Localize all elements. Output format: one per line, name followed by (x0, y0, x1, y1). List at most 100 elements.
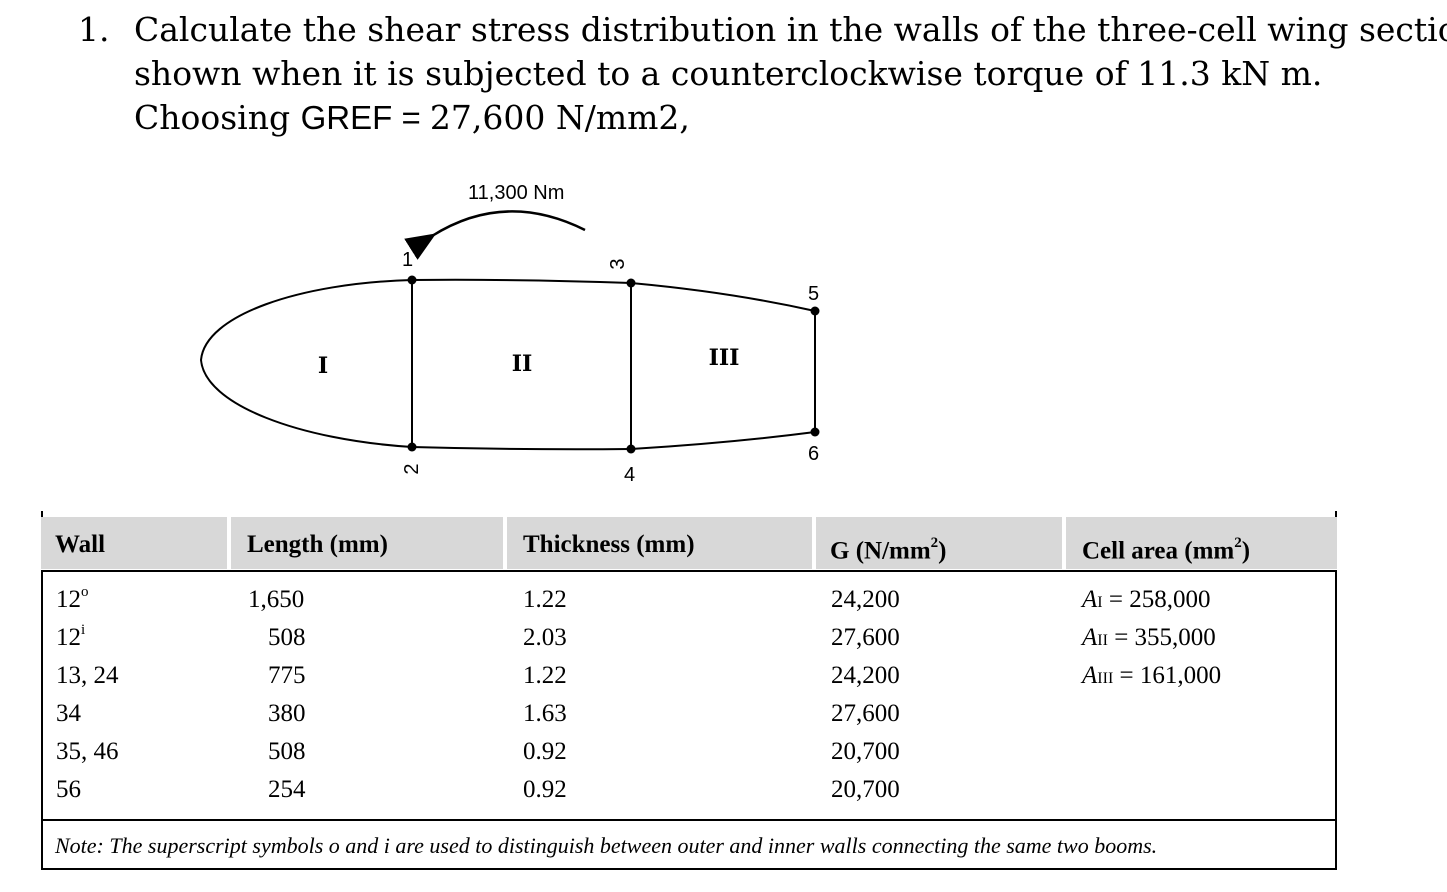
question-line-1: Calculate the shear stress distribution … (134, 10, 1447, 49)
question-line-3-start: Choosing (134, 98, 301, 137)
cell-wall: 56 (56, 771, 81, 809)
area-symbol: A (1082, 662, 1098, 689)
question-line-3: Choosing GREF = 27,600 N/mm2, (134, 96, 1424, 140)
table-row: 56 254 0.92 20,700 (41, 771, 1337, 809)
cell-wall: 34 (56, 695, 81, 733)
question-line-2: shown when it is subjected to a counterc… (134, 54, 1323, 93)
area-subscript: III (1097, 670, 1114, 687)
area-symbol: A (1082, 586, 1098, 613)
note-rule (41, 819, 1337, 821)
cell-label-1: I (318, 353, 328, 379)
question-number: 1. (78, 10, 110, 49)
boom-label-1: 1 (402, 249, 413, 271)
table-left-rule (41, 571, 43, 870)
boom-label-5: 5 (808, 283, 819, 305)
header-g-text: G (N/mm (830, 537, 931, 565)
header-cell-area: Cell area (mm2) (1066, 517, 1337, 569)
area-value: = 258,000 (1108, 586, 1211, 613)
cell-g: 20,700 (831, 776, 900, 803)
cell-length: 775 (268, 662, 306, 689)
area-subscript: II (1097, 632, 1108, 649)
table-row: 34 380 1.63 27,600 (41, 695, 1337, 733)
boom-5 (810, 306, 820, 316)
wall-text: 35, 46 (56, 738, 119, 765)
header-area-text: Cell area (mm (1082, 537, 1235, 565)
boom-label-3: 3 (607, 258, 629, 269)
cell-thickness: 0.92 (523, 738, 567, 765)
table-row: 12i 508 2.03 27,600 AII = 355,000 (41, 619, 1337, 657)
boom-1 (407, 275, 417, 285)
cell-thickness: 1.63 (523, 700, 567, 727)
cell-thickness: 1.22 (523, 586, 567, 613)
table-note: Note: The superscript symbols o and i ar… (55, 833, 1158, 858)
cell-area: AII = 355,000 (1082, 619, 1216, 657)
cell-g: 27,600 (831, 700, 900, 727)
cell-wall: 12i (56, 619, 85, 657)
torque-arrow (404, 210, 586, 260)
wall-text: 56 (56, 776, 81, 803)
cell-length: 254 (268, 776, 306, 803)
wall-properties-table: Wall Length (mm) Thickness (mm) G (N/mm2… (41, 511, 1337, 870)
boom-label-4: 4 (624, 464, 635, 486)
cell-label-2: II (512, 351, 533, 377)
wall-sup: o (81, 584, 89, 600)
header-g-sup: 2 (930, 535, 939, 551)
upper-skin-13 (411, 278, 632, 284)
cell-length: 380 (268, 700, 306, 727)
area-subscript: I (1097, 594, 1103, 611)
wall-text: 34 (56, 700, 81, 727)
cell-g: 24,200 (831, 662, 900, 689)
table-right-rule (1335, 571, 1337, 870)
header-g-close: ) (938, 537, 947, 565)
boom-6 (810, 427, 820, 437)
cell-g: 20,700 (831, 738, 900, 765)
table-left-tick (41, 511, 43, 519)
header-g: G (N/mm2) (816, 517, 1062, 569)
cell-length: 508 (268, 738, 306, 765)
cell-length: 1,650 (248, 586, 305, 613)
boom-3 (626, 278, 636, 288)
wall-sup: i (81, 622, 86, 638)
header-area-close: ) (1241, 537, 1251, 565)
cell-thickness: 2.03 (523, 624, 567, 651)
cell-label-3: III (709, 345, 740, 371)
area-value: = 355,000 (1114, 624, 1216, 651)
cell-wall: 12o (56, 581, 89, 619)
boom-2 (407, 442, 417, 452)
header-length: Length (mm) (231, 517, 503, 569)
table-header: Wall Length (mm) Thickness (mm) G (N/mm2… (41, 515, 1337, 571)
wall-text: 12 (56, 586, 81, 613)
table-bottom-rule (41, 868, 1337, 870)
boom-label-2: 2 (401, 463, 423, 474)
upper-skin-35 (630, 282, 816, 312)
question-text: Calculate the shear stress distribution … (134, 8, 1447, 140)
cell-wall: 35, 46 (56, 733, 119, 771)
cell-wall: 13, 24 (56, 657, 119, 695)
lower-skin-46 (630, 431, 816, 450)
cell-g: 24,200 (831, 586, 900, 613)
header-area-sup: 2 (1234, 535, 1242, 551)
table-row: 13, 24 775 1.22 24,200 AIII = 161,000 (41, 657, 1337, 695)
area-value: = 161,000 (1119, 662, 1222, 689)
table-top-rule (41, 570, 1337, 572)
wing-section-figure: 11,300 Nm 1 2 3 4 5 6 I II III (199, 182, 820, 486)
header-thickness: Thickness (mm) (507, 517, 812, 569)
area-symbol: A (1082, 624, 1098, 651)
table-row: 35, 46 508 0.92 20,700 (41, 733, 1337, 771)
cell-area: AIII = 161,000 (1082, 657, 1221, 695)
cell-area: AI = 258,000 (1082, 581, 1210, 619)
table-right-tick (1335, 511, 1337, 519)
cell-g: 27,600 (831, 624, 900, 651)
cell-length: 508 (268, 624, 306, 651)
torque-label: 11,300 Nm (468, 182, 564, 204)
boom-4 (626, 444, 636, 454)
lower-skin-24 (411, 446, 632, 451)
header-wall: Wall (41, 517, 227, 569)
cell-thickness: 1.22 (523, 662, 567, 689)
boom-label-6: 6 (808, 443, 819, 465)
gref-value: 27,600 N/mm2, (429, 98, 690, 137)
wall-text: 13, 24 (56, 662, 119, 689)
table-row: 12o 1,650 1.22 24,200 AI = 258,000 (41, 581, 1337, 619)
wall-text: 12 (56, 624, 81, 651)
nose-skin (199, 279, 413, 448)
